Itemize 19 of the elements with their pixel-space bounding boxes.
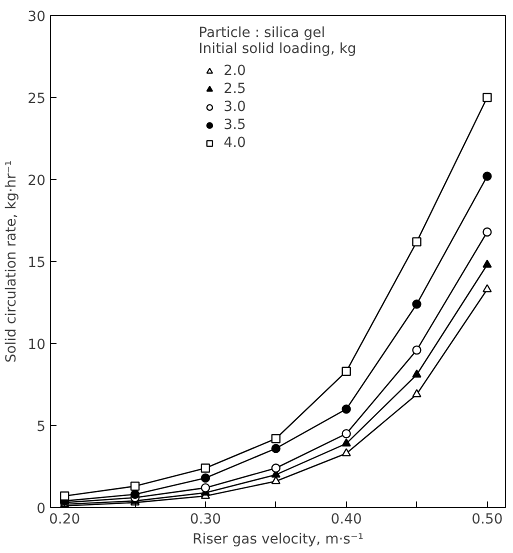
x-axis-title: Riser gas velocity, m·s⁻¹ <box>192 532 364 548</box>
legend-label: 3.5 <box>224 116 246 134</box>
x-tick-label: 0.40 <box>330 512 362 528</box>
legend-label: 2.0 <box>224 62 246 80</box>
legend-title: Particle : silica gel Initial solid loading, kg <box>198 25 356 57</box>
y-tick-label: 5 <box>36 419 46 435</box>
x-tick-label: 0.30 <box>190 512 222 528</box>
y-tick-label: 30 <box>28 9 46 25</box>
legend-label: 4.0 <box>224 134 246 152</box>
y-tick-label: 10 <box>28 337 46 353</box>
y-axis-title: Solid circulation rate, kg·hr⁻¹ <box>4 160 20 363</box>
y-tick-label: 0 <box>36 501 46 517</box>
legend-label: 3.0 <box>224 98 246 116</box>
y-tick-label: 20 <box>28 173 46 189</box>
legend-label: 2.5 <box>224 80 246 98</box>
x-tick-label: 0.50 <box>472 512 503 528</box>
y-tick-label: 25 <box>28 91 46 107</box>
x-tick-label: 0.20 <box>49 512 80 528</box>
y-tick-label: 15 <box>28 255 46 271</box>
